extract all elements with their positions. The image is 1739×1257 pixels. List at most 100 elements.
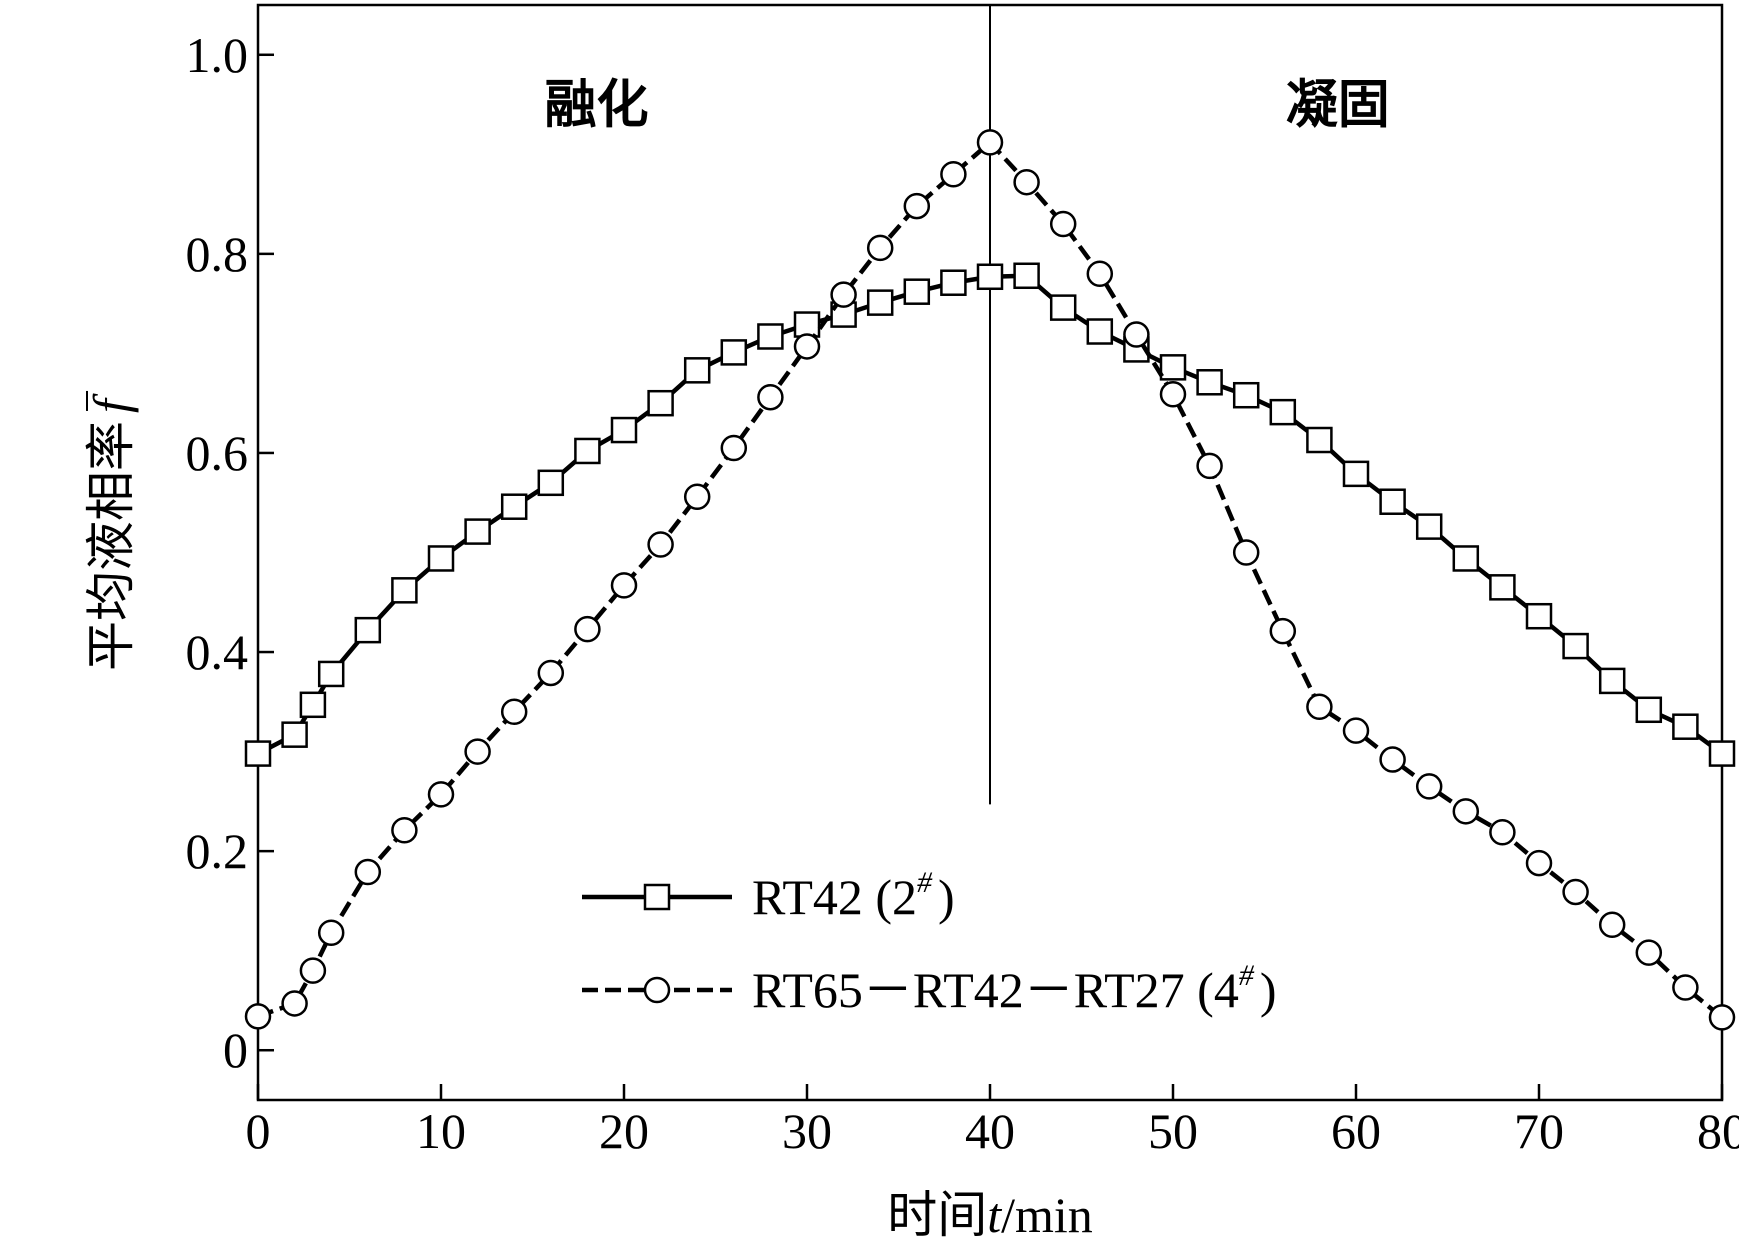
data-point-circle — [612, 573, 636, 597]
x-tick-label: 30 — [782, 1103, 832, 1159]
legend-tail: ) — [1260, 962, 1277, 1018]
y-axis-label-text: 平均液相率 — [83, 421, 139, 671]
data-point-circle — [832, 283, 856, 307]
x-axis-label-part: 时间 — [887, 1187, 987, 1243]
data-point-square — [356, 618, 380, 642]
annotation-label: 融化 — [545, 77, 649, 135]
data-point-square — [1490, 575, 1514, 599]
data-point-square — [1417, 515, 1441, 539]
x-axis-label-part: t — [987, 1187, 1002, 1243]
data-point-circle — [649, 533, 673, 557]
data-point-square — [1673, 715, 1697, 739]
data-point-circle — [1454, 799, 1478, 823]
legend-name: RT42 (2 — [752, 869, 917, 925]
data-point-square — [1271, 400, 1295, 424]
data-point-circle — [905, 194, 929, 218]
legend-item: RT42 (2#) — [582, 866, 955, 925]
legend-superscript: # — [1239, 959, 1255, 992]
data-point-square — [1051, 296, 1075, 320]
annotation-layer: 融化凝固 — [545, 77, 1390, 135]
data-point-square — [722, 340, 746, 364]
legend-name: RT65－RT42－RT27 (4 — [752, 962, 1239, 1018]
data-point-circle — [1051, 212, 1075, 236]
legend-marker-circle — [645, 978, 669, 1002]
y-tick-label: 1.0 — [186, 27, 249, 83]
data-point-square — [1161, 355, 1185, 379]
data-point-square — [1344, 462, 1368, 486]
data-point-square — [1198, 370, 1222, 394]
data-point-circle — [356, 860, 380, 884]
data-point-circle — [722, 436, 746, 460]
data-point-square — [246, 742, 270, 766]
data-point-square — [466, 520, 490, 544]
data-point-square — [283, 723, 307, 747]
data-point-circle — [1564, 880, 1588, 904]
y-axis-label: 平均液相率 f — [83, 393, 139, 671]
data-point-square — [1527, 604, 1551, 628]
data-point-square — [301, 693, 325, 717]
data-point-square — [1600, 669, 1624, 693]
x-tick-label: 60 — [1331, 1103, 1381, 1159]
data-point-circle — [301, 959, 325, 983]
legend-label: RT42 (2#) — [752, 866, 955, 925]
data-point-circle — [1234, 541, 1258, 565]
data-point-circle — [1307, 695, 1331, 719]
data-point-square — [941, 271, 965, 295]
data-point-square — [905, 280, 929, 304]
data-point-square — [1637, 698, 1661, 722]
data-point-circle — [978, 130, 1002, 154]
x-tick-label: 40 — [965, 1103, 1015, 1159]
data-point-square — [1307, 428, 1331, 452]
x-tick-label: 70 — [1514, 1103, 1564, 1159]
data-point-circle — [283, 991, 307, 1015]
data-point-circle — [1015, 170, 1039, 194]
data-point-square — [392, 578, 416, 602]
data-point-circle — [1490, 820, 1514, 844]
data-point-circle — [941, 162, 965, 186]
x-tick-label: 10 — [416, 1103, 466, 1159]
legend-tail: ) — [938, 869, 955, 925]
data-point-circle — [502, 700, 526, 724]
data-point-circle — [1198, 454, 1222, 478]
data-point-circle — [319, 921, 343, 945]
legend-item: RT65－RT42－RT27 (4#) — [582, 959, 1276, 1018]
data-point-circle — [685, 485, 709, 509]
data-point-square — [429, 546, 453, 570]
data-point-square — [575, 439, 599, 463]
y-axis-label-var: f — [83, 393, 139, 413]
data-point-square — [758, 324, 782, 348]
data-point-circle — [1124, 322, 1148, 346]
data-point-circle — [1381, 748, 1405, 772]
legend-marker-square — [645, 885, 669, 909]
y-tick-label: 0 — [223, 1022, 248, 1078]
y-axis-label-group: 平均液相率 f — [83, 391, 139, 671]
data-point-circle — [429, 782, 453, 806]
data-point-square — [978, 265, 1002, 289]
data-point-circle — [795, 334, 819, 358]
y-tick-label: 0.6 — [186, 425, 249, 481]
x-tick-label: 50 — [1148, 1103, 1198, 1159]
data-point-circle — [758, 385, 782, 409]
data-point-square — [612, 418, 636, 442]
y-tick-label: 0.8 — [186, 226, 249, 282]
x-axis-label-part: /min — [1001, 1187, 1093, 1243]
data-point-square — [685, 358, 709, 382]
x-tick-label: 0 — [246, 1103, 271, 1159]
data-point-circle — [1673, 976, 1697, 1000]
axis-labels: 时间t/min 平均液相率 f — [83, 391, 1093, 1243]
data-point-circle — [1710, 1005, 1734, 1029]
data-point-square — [795, 313, 819, 337]
data-point-square — [868, 291, 892, 315]
data-point-circle — [575, 617, 599, 641]
legend-superscript: # — [917, 866, 933, 899]
data-point-square — [1234, 383, 1258, 407]
legend-label: RT65－RT42－RT27 (4#) — [752, 959, 1276, 1018]
data-point-circle — [1344, 719, 1368, 743]
data-point-square — [649, 391, 673, 415]
data-point-square — [1381, 490, 1405, 514]
data-point-circle — [1161, 382, 1185, 406]
data-point-circle — [539, 661, 563, 685]
data-point-circle — [1088, 262, 1112, 286]
data-point-circle — [392, 818, 416, 842]
